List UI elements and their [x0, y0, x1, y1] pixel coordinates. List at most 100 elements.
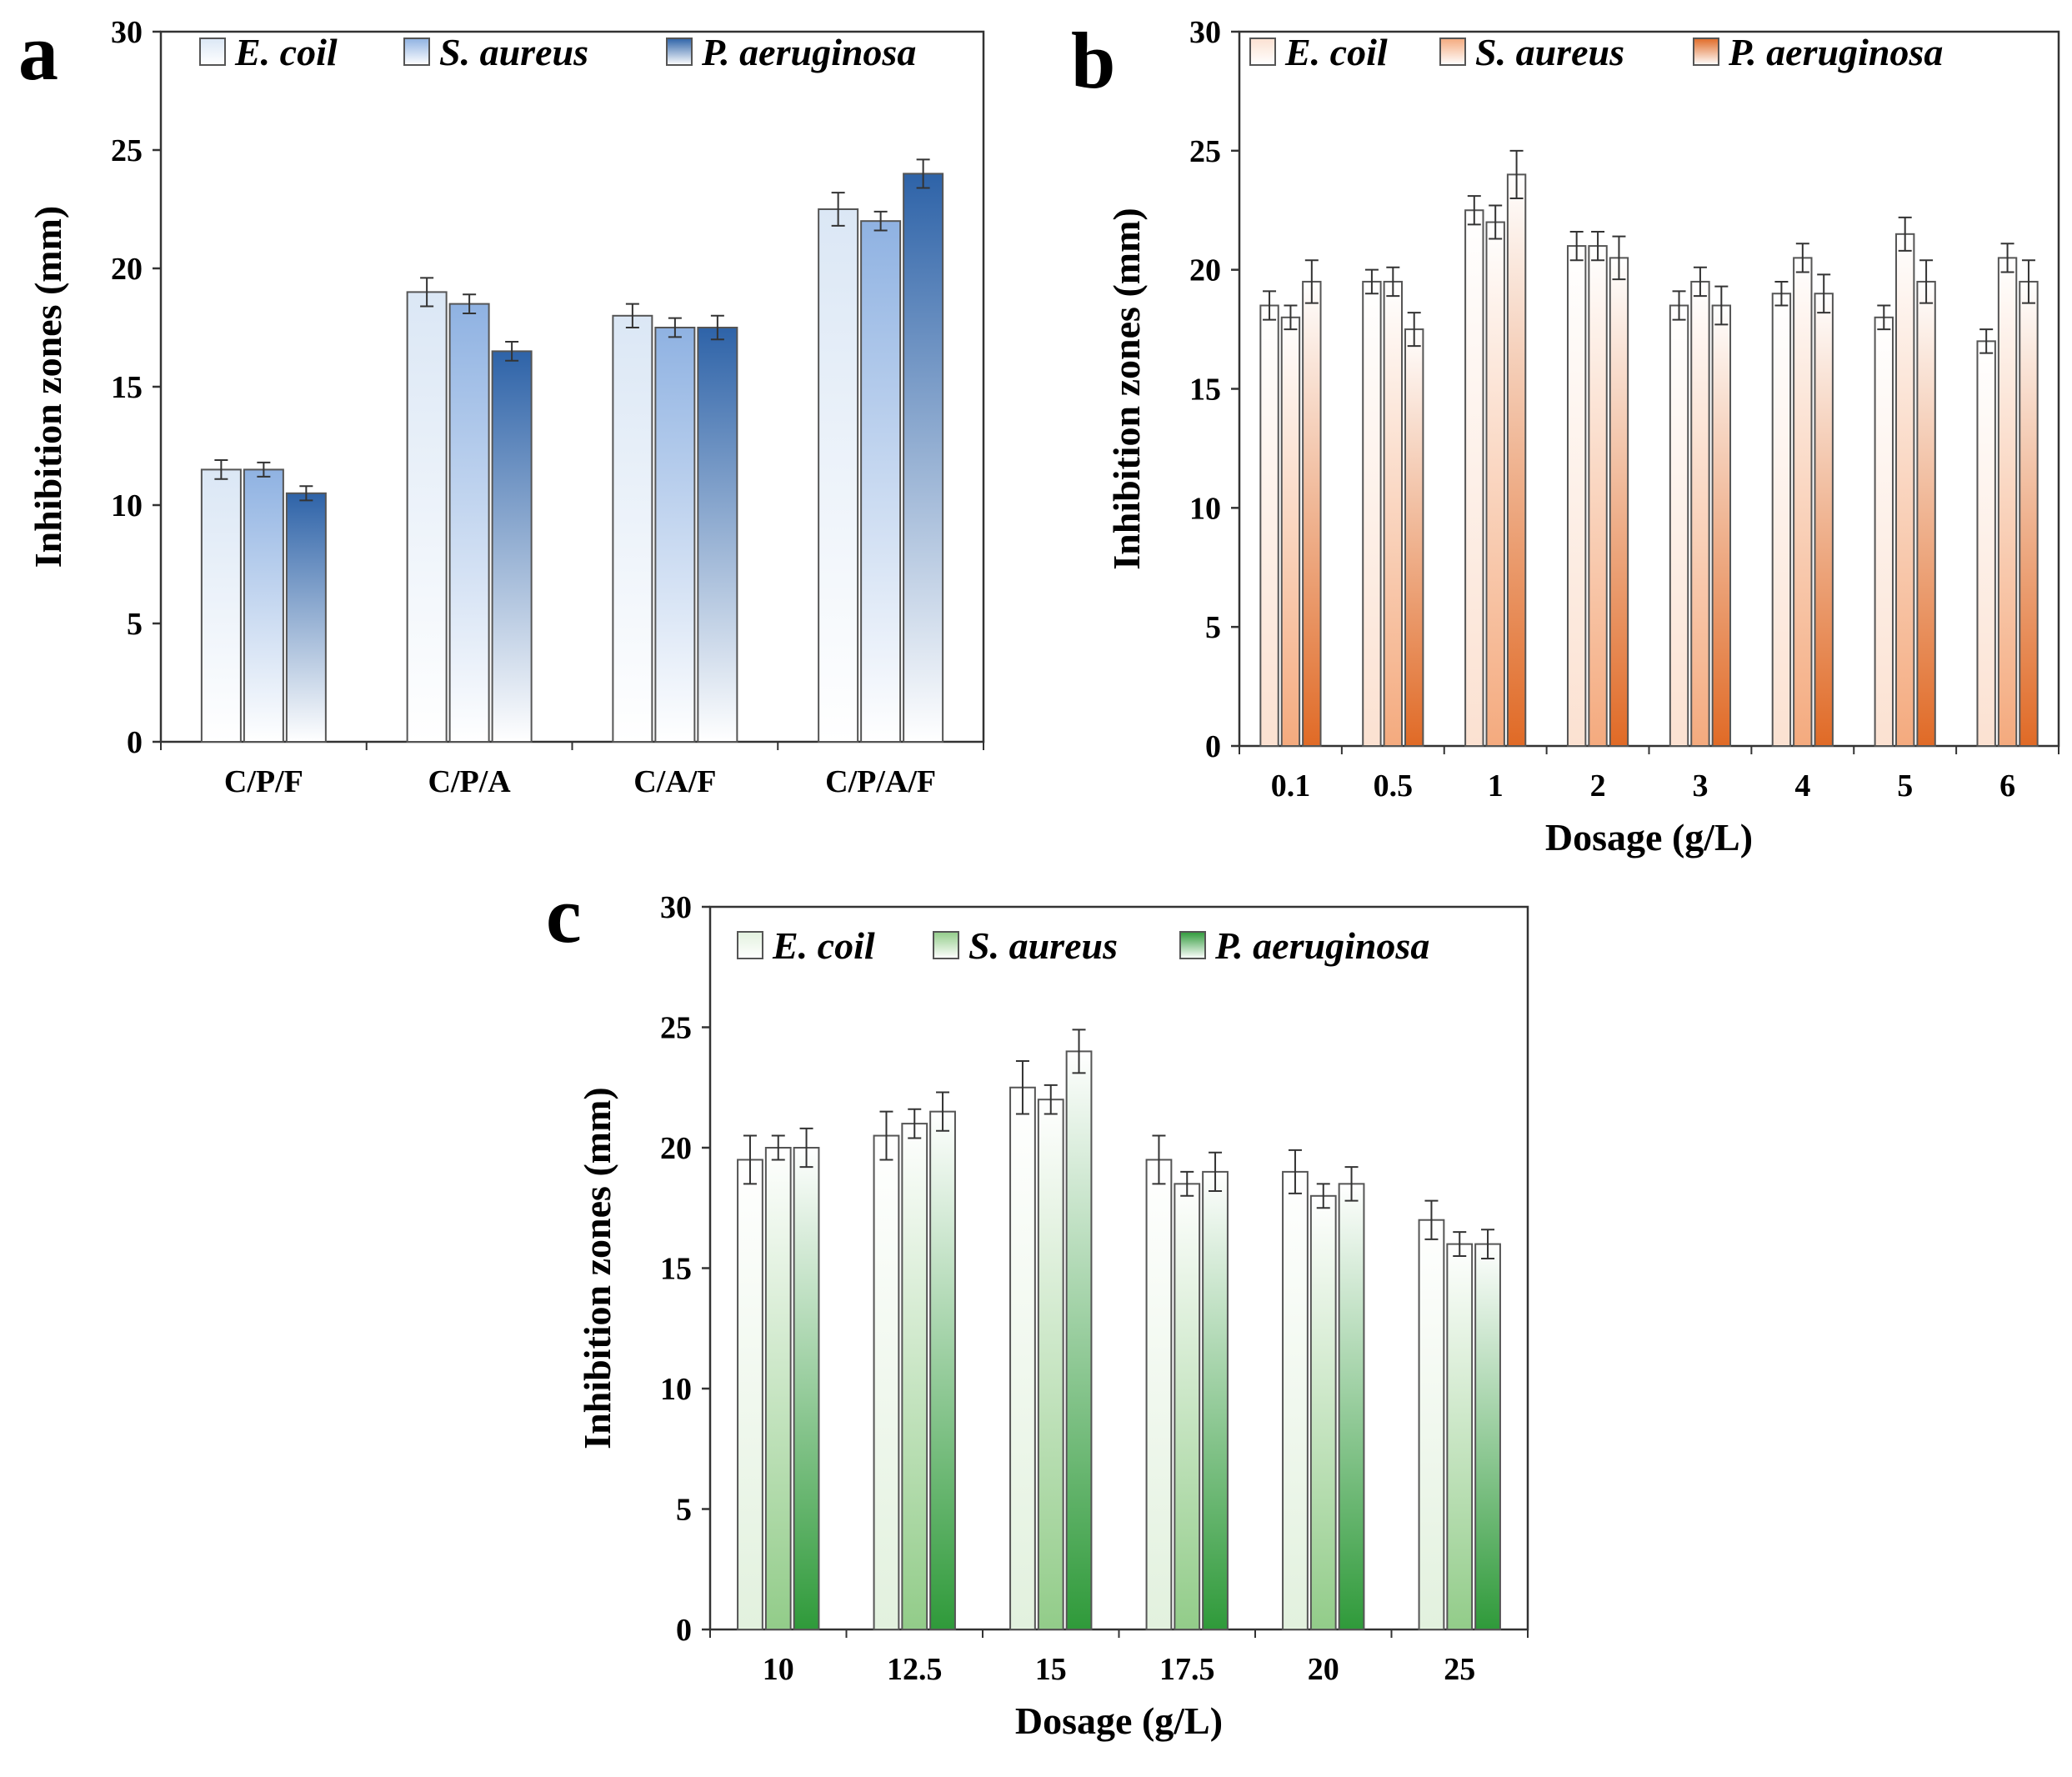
y-tick-label: 15 — [111, 370, 143, 405]
bar-c-1-2 — [1037, 1099, 1064, 1630]
bar-b-0-7 — [1976, 340, 1996, 747]
y-axis-title: Inhibition zones (mm) — [27, 206, 69, 568]
bar-a-1-2 — [654, 327, 696, 743]
y-tick-label: 5 — [1205, 610, 1221, 645]
bar-b-1-5 — [1793, 257, 1813, 747]
bar-b-0-5 — [1771, 293, 1792, 747]
y-tick-label: 5 — [676, 1493, 692, 1528]
legend-label: E. coil — [1284, 31, 1388, 73]
legend-label: S. aureus — [439, 31, 588, 73]
bar-c-1-4 — [1309, 1194, 1337, 1631]
x-axis-title: Dosage (g/L) — [1015, 1699, 1223, 1742]
y-tick-label: 20 — [1189, 253, 1221, 288]
bar-a-2-3 — [903, 173, 944, 743]
bar-c-0-2 — [1009, 1086, 1036, 1630]
bar-c-2-1 — [929, 1110, 956, 1630]
bar-c-1-5 — [1446, 1243, 1474, 1630]
plot-frame — [708, 905, 1529, 1631]
legend-swatch — [666, 38, 693, 66]
y-tick-label: 25 — [1189, 134, 1221, 169]
legend-label: P. aeruginosa — [1728, 31, 1943, 73]
panel-letter: a — [18, 8, 58, 97]
legend-label: P. aeruginosa — [701, 31, 916, 73]
x-axis-title: Dosage (g/L) — [1545, 816, 1753, 858]
legend-swatch — [1249, 38, 1276, 66]
y-tick-label: 0 — [676, 1613, 692, 1648]
bar-b-2-1 — [1404, 328, 1424, 747]
y-tick-label: 0 — [127, 725, 143, 760]
x-tick-label: C/P/A/F — [825, 764, 936, 799]
bar-b-2-0 — [1302, 280, 1322, 747]
legend-label: S. aureus — [1475, 31, 1624, 73]
y-tick-label: 25 — [111, 133, 143, 168]
x-tick-label: 25 — [1444, 1652, 1475, 1687]
bar-b-0-1 — [1362, 280, 1382, 747]
legend-label: S. aureus — [968, 924, 1118, 967]
bar-a-1-3 — [860, 220, 902, 743]
x-tick-label: 10 — [763, 1652, 794, 1687]
x-tick-label: 15 — [1035, 1652, 1067, 1687]
panel-letter: b — [1071, 16, 1115, 105]
legend-label: E. coil — [234, 31, 338, 73]
bar-b-0-0 — [1259, 304, 1279, 747]
bar-c-2-3 — [1202, 1170, 1229, 1630]
bar-a-0-1 — [406, 291, 448, 743]
x-tick-label: C/A/F — [633, 764, 716, 799]
chart-panel-c: 0 5 10 15 20 25 30 Inhibition zones (mm) 10 12.5 1… — [546, 870, 1529, 1742]
y-tick-label: 30 — [111, 15, 143, 50]
legend-swatch — [933, 931, 959, 959]
bar-b-0-2 — [1464, 209, 1484, 747]
x-tick-label: 0.5 — [1374, 768, 1414, 803]
legend-swatch — [199, 38, 226, 66]
bar-b-0-6 — [1874, 316, 1894, 747]
bar-c-2-0 — [793, 1147, 820, 1630]
bar-a-1-0 — [243, 468, 284, 743]
x-tick-label: 0.1 — [1271, 768, 1311, 803]
bar-b-0-4 — [1669, 304, 1689, 747]
bar-c-0-1 — [873, 1134, 900, 1631]
x-tick-label: 20 — [1308, 1652, 1339, 1687]
bar-b-1-2 — [1485, 221, 1505, 747]
x-tick-label: 5 — [1897, 768, 1913, 803]
chart-panel-a: 0 5 10 15 20 25 30 Inhibition zones (mm) C/P/F C/… — [18, 8, 985, 799]
bar-b-0-3 — [1566, 245, 1587, 748]
x-tick-label: C/P/A — [428, 764, 512, 799]
legend-swatch — [403, 38, 430, 66]
bar-b-2-2 — [1506, 173, 1527, 747]
legend-swatch — [1439, 38, 1466, 66]
y-tick-label: 5 — [127, 607, 143, 642]
legend-swatch — [1693, 38, 1719, 66]
bar-c-0-4 — [1282, 1170, 1309, 1630]
bar-b-2-6 — [1916, 280, 1936, 747]
bar-b-2-5 — [1814, 293, 1834, 747]
y-tick-label: 20 — [111, 252, 143, 287]
bar-b-1-6 — [1894, 233, 1915, 748]
y-axis-title: Inhibition zones (mm) — [576, 1087, 618, 1449]
x-tick-label: 6 — [1999, 768, 2015, 803]
bar-a-2-1 — [491, 350, 533, 743]
y-tick-label: 15 — [1189, 373, 1221, 408]
x-tick-label: 17.5 — [1159, 1652, 1215, 1687]
legend-label: P. aeruginosa — [1214, 924, 1429, 967]
bar-c-2-2 — [1065, 1050, 1093, 1630]
bar-c-0-0 — [737, 1159, 763, 1630]
y-tick-label: 15 — [660, 1252, 692, 1287]
x-tick-label: C/P/F — [224, 764, 303, 799]
bar-a-2-0 — [285, 492, 327, 743]
y-tick-label: 30 — [660, 890, 692, 925]
x-tick-label: 1 — [1488, 768, 1504, 803]
y-axis-title: Inhibition zones (mm) — [1105, 208, 1148, 569]
bar-b-1-0 — [1280, 316, 1301, 747]
bar-a-0-3 — [818, 208, 859, 743]
panel-letter: c — [546, 870, 582, 959]
bar-c-1-1 — [901, 1123, 928, 1630]
x-tick-label: 12.5 — [887, 1652, 943, 1687]
x-tick-label: 3 — [1692, 768, 1708, 803]
bar-b-1-4 — [1690, 280, 1710, 747]
bar-a-0-0 — [200, 468, 242, 743]
bar-c-0-5 — [1418, 1219, 1445, 1630]
bar-b-1-3 — [1588, 245, 1608, 748]
x-tick-label: 2 — [1590, 768, 1606, 803]
